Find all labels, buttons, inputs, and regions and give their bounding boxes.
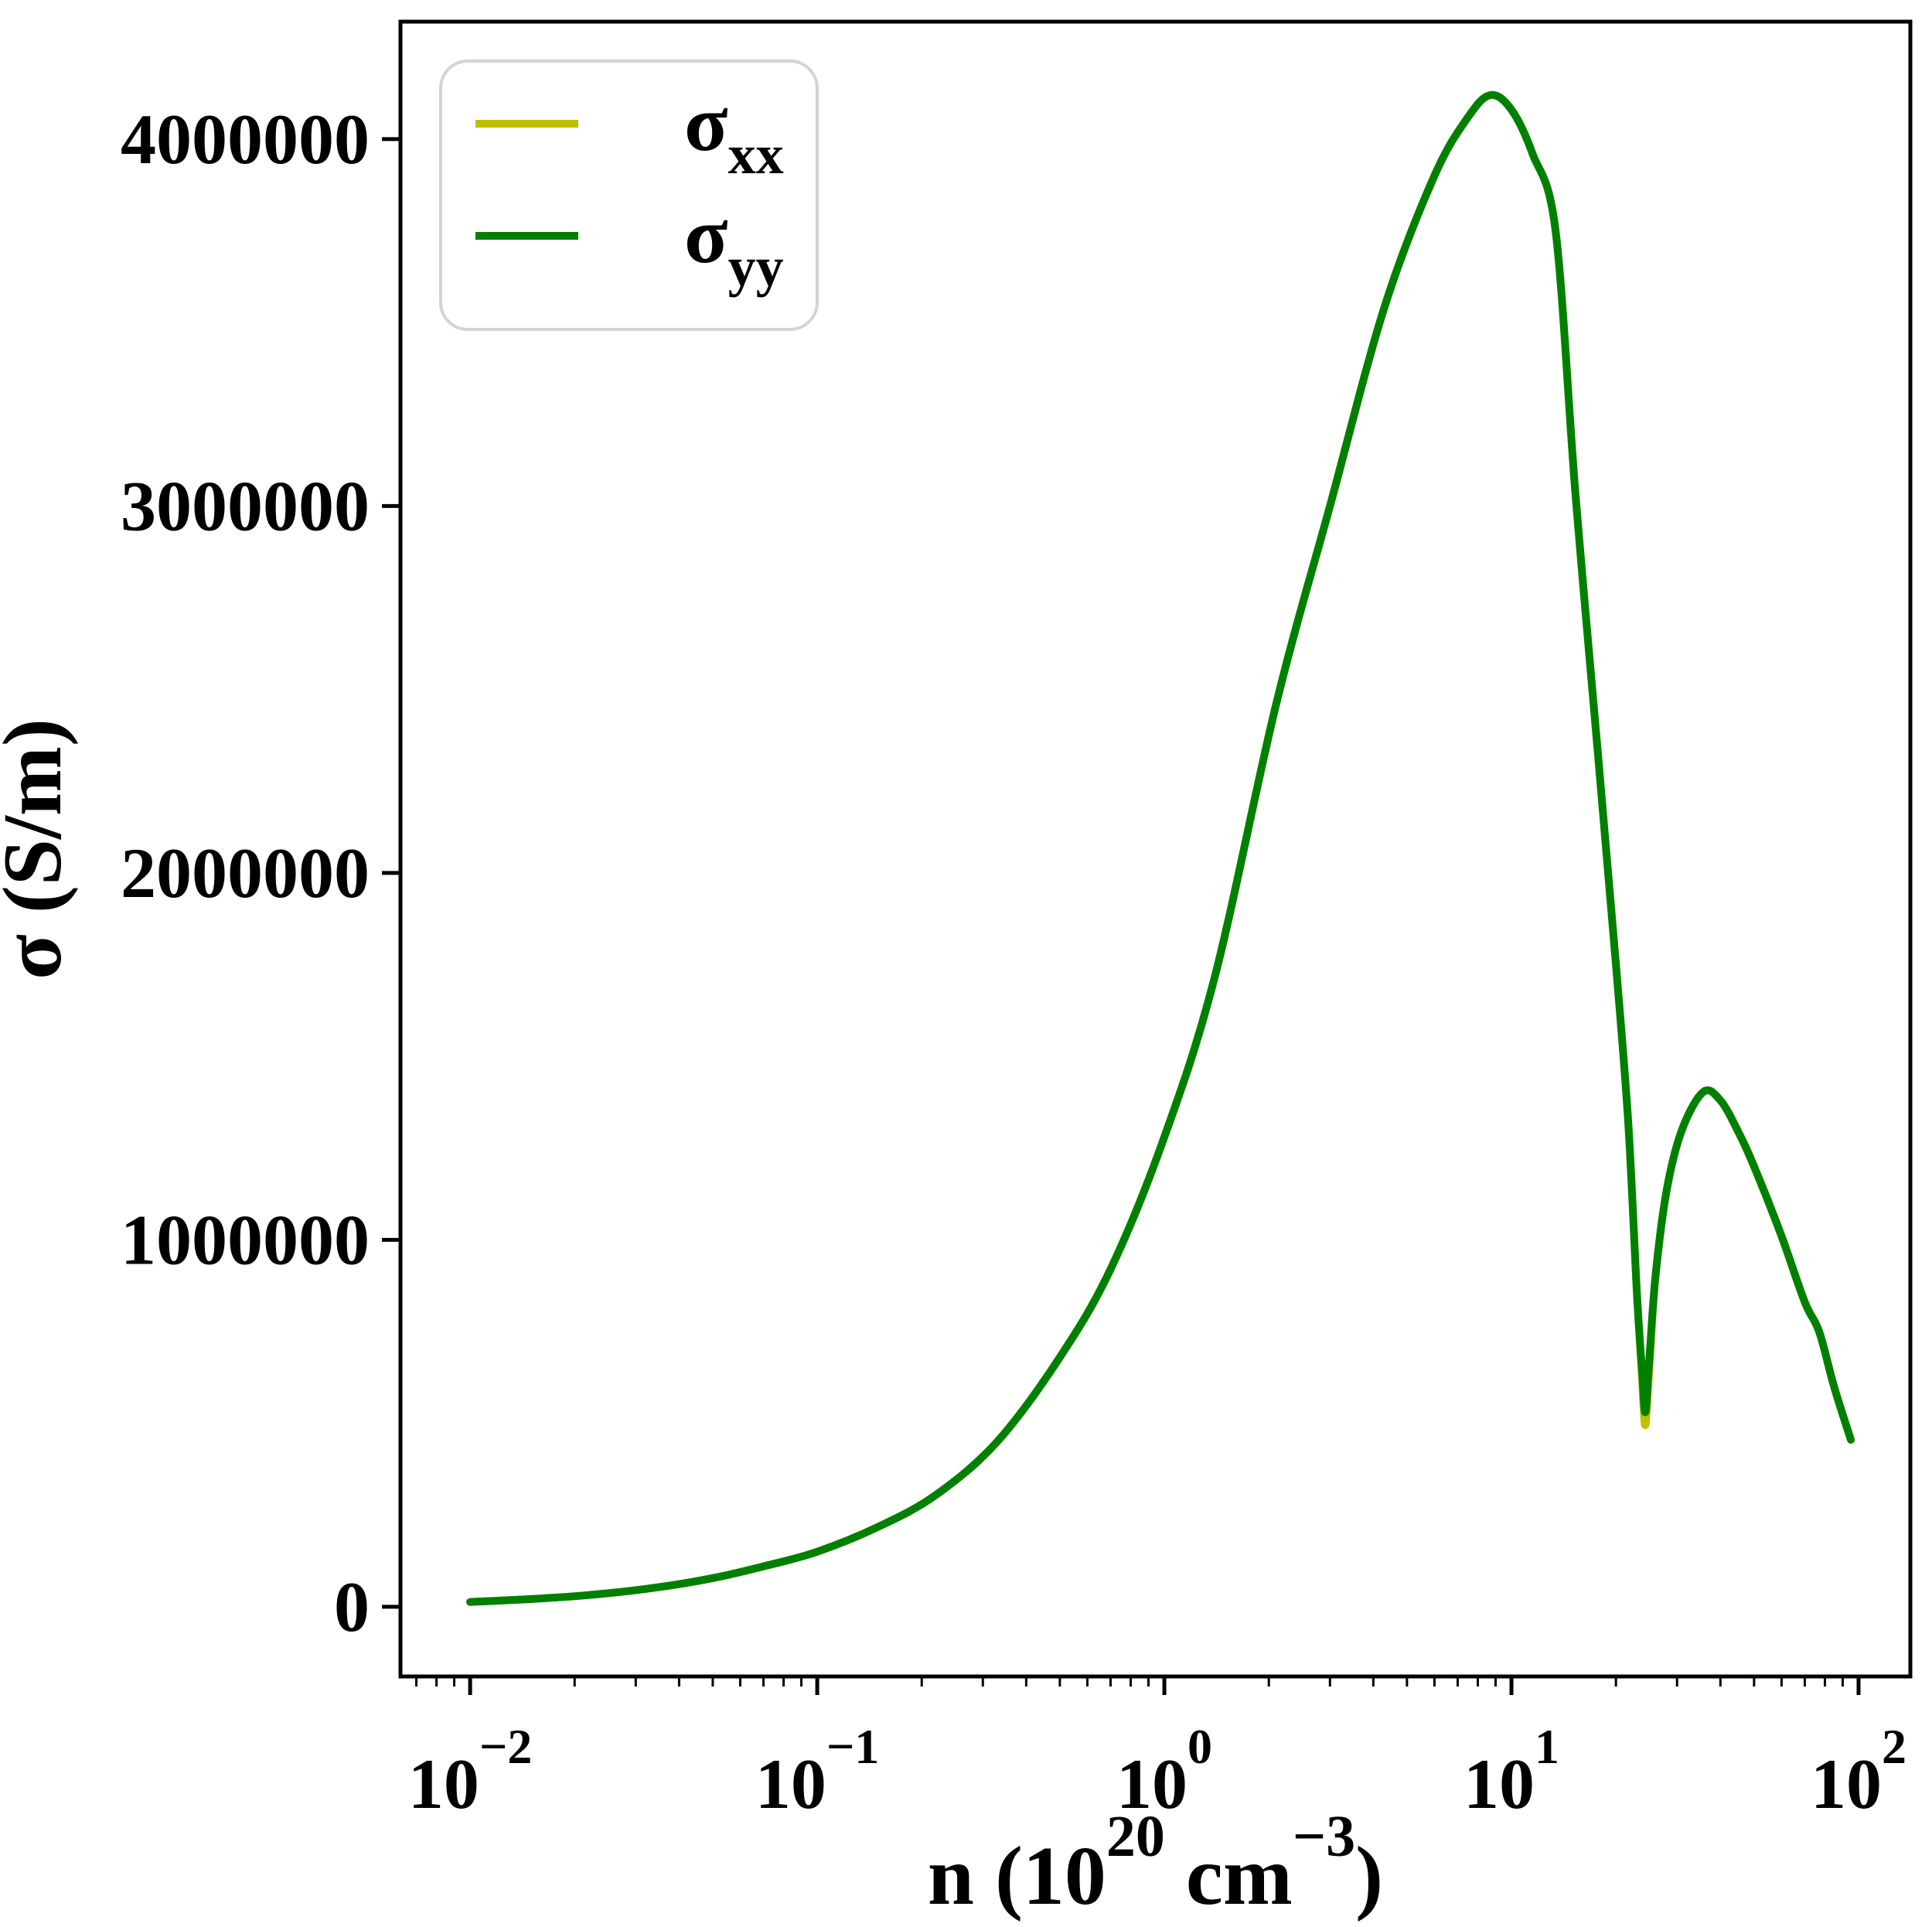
legend-box — [439, 60, 819, 331]
x-tick-label: 10−2 — [408, 1719, 532, 1823]
y-tick-label: 0 — [334, 1567, 370, 1646]
y-tick-label: 4000000 — [121, 100, 370, 179]
x-tick-label: 102 — [1811, 1719, 1906, 1823]
x-tick-label: 100 — [1116, 1719, 1212, 1823]
legend-label-sigma-xx: σxx — [684, 79, 784, 186]
y-tick-label: 1000000 — [121, 1200, 370, 1279]
sigma-yy-curve — [466, 90, 1855, 1606]
y-tick-label: 2000000 — [121, 834, 370, 912]
x-tick-label: 101 — [1463, 1719, 1559, 1823]
y-axis-label: σ (S/m) — [0, 718, 79, 980]
x-axis-label: n (1020 cm−3) — [928, 1804, 1383, 1922]
y-axis: 0 1000000 2000000 3000000 4000000 — [121, 100, 400, 1646]
x-tick-label: 10−1 — [755, 1719, 879, 1823]
x-axis-minor-ticks — [415, 1676, 1844, 1687]
plot-frame — [398, 19, 1913, 1679]
y-tick-label: 3000000 — [121, 466, 370, 545]
x-axis: 10−2 10−1 100 101 102 — [408, 1676, 1906, 1823]
legend-label-sigma-yy: σyy — [684, 191, 784, 298]
